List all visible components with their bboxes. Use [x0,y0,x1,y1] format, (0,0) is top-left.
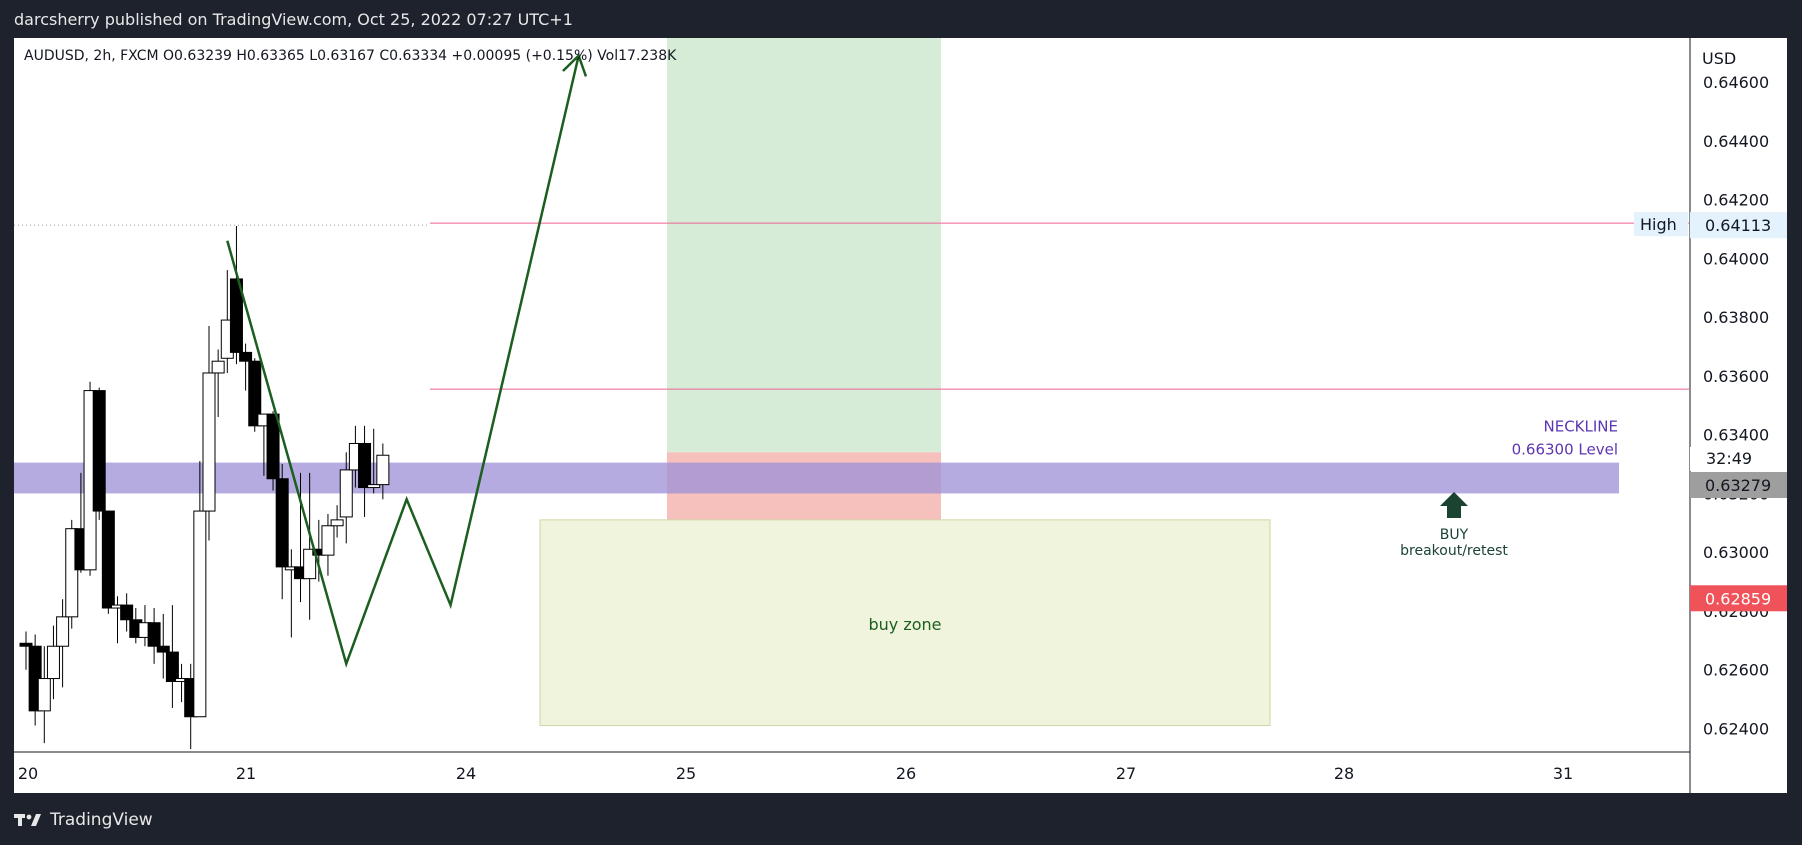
publisher-text: darcsherry published on TradingView.com,… [14,10,573,29]
price-tick-label: 0.63400 [1703,426,1769,445]
candle-body [37,678,51,712]
candle-body [248,360,262,427]
candle[interactable] [120,593,134,632]
time-tick-label: 31 [1553,764,1573,783]
tradingview-logo[interactable]: TradingView [14,810,153,830]
publish-header: darcsherry published on TradingView.com,… [0,0,1802,40]
buy-arrow-icon [1440,492,1468,518]
candle-body [275,478,289,568]
candle-body [147,622,161,647]
price-axis[interactable] [1690,38,1787,793]
bar-countdown: 32:49 [1706,449,1752,468]
candle[interactable] [275,464,289,600]
price-tick-label: 0.63600 [1703,367,1769,386]
candle-body [211,360,225,374]
candle-body [56,616,70,647]
candle-body [266,413,280,480]
neckline-level-label: 0.66300 Level [1512,440,1618,458]
candle[interactable] [330,505,344,538]
buy-subtitle: breakout/retest [1400,543,1508,559]
candle[interactable] [376,443,390,500]
candle-body [339,469,353,518]
candle-body [156,645,170,653]
symbol-legend: AUDUSD, 2h, FXCM O0.63239 H0.63365 L0.63… [24,48,677,64]
price-tick-label: 0.64000 [1703,249,1769,268]
candle[interactable] [101,510,115,614]
candle-body [101,510,115,609]
current-price-badge [1690,472,1787,498]
candle[interactable] [46,625,60,700]
candle[interactable] [358,425,372,517]
candle-body [19,642,33,647]
candle[interactable] [37,646,51,744]
candle[interactable] [266,411,280,491]
high-label: High [1640,215,1677,234]
candle[interactable] [211,349,225,418]
candle[interactable] [303,472,317,620]
buy-title: BUY [1440,527,1469,543]
candle-body [120,604,134,621]
price-tick-label: 0.64200 [1703,191,1769,210]
high-price-badge [1690,212,1787,239]
candle[interactable] [239,343,253,391]
currency-label: USD [1702,49,1736,68]
neckline-band [14,462,1619,494]
price-chart[interactable]: NECKLINE 0.66300 Level buy zone BUYbreakout… [0,0,1802,800]
candle[interactable] [147,608,161,664]
neckline-title: NECKLINE [1544,418,1619,436]
candle[interactable] [321,514,335,576]
candle-body [330,519,344,527]
candle[interactable] [56,599,70,688]
take-profit-zone [667,38,941,453]
candle-body [367,484,381,489]
last-price-value: 0.62859 [1705,589,1771,608]
candle-body [239,351,253,362]
candle-body [46,645,60,680]
price-tick-label: 0.62400 [1703,719,1769,738]
buy-zone-label: buy zone [868,615,941,634]
time-tick-label: 24 [456,764,476,783]
candle-body [193,510,207,718]
projection-path [226,55,580,668]
candle-body [165,651,179,682]
candle[interactable] [92,387,106,520]
candle[interactable] [229,226,243,365]
candle[interactable] [19,631,33,670]
last-price-badge [1690,585,1787,612]
candle[interactable] [367,428,381,494]
time-tick-label: 28 [1334,764,1354,783]
time-tick-label: 25 [676,764,696,783]
candle[interactable] [248,358,262,432]
tradingview-logo-icon [14,814,41,826]
projection-arrowhead [562,53,588,77]
candle-body [358,442,372,489]
candle[interactable] [339,452,353,544]
time-tick-label: 21 [236,764,256,783]
price-tick-label: 0.62600 [1703,661,1769,680]
high-price-value: 0.64113 [1705,216,1771,235]
time-tick-label: 27 [1116,764,1136,783]
price-tick-label: 0.64400 [1703,132,1769,151]
candle-body [376,454,390,486]
time-tick-label: 26 [896,764,916,783]
candle-body [202,372,216,512]
candle-body [92,390,106,512]
candle-body [321,525,335,556]
high-label-bg [1634,212,1688,237]
candle[interactable] [193,461,207,718]
price-tick-label: 0.63800 [1703,308,1769,327]
countdown-badge [1690,447,1787,471]
candle-body [303,548,317,580]
candle-body [229,278,243,353]
footer-bar: TradingView [0,800,1802,845]
candle[interactable] [165,605,179,708]
candle[interactable] [202,325,216,541]
price-tick-label: 0.63000 [1703,543,1769,562]
buy-zone-box [539,519,1271,727]
candle[interactable] [156,613,170,679]
current-price-value: 0.63279 [1705,476,1771,495]
price-tick-label: 0.64600 [1703,73,1769,92]
tradingview-brand: TradingView [50,810,153,830]
time-tick-label: 20 [18,764,38,783]
